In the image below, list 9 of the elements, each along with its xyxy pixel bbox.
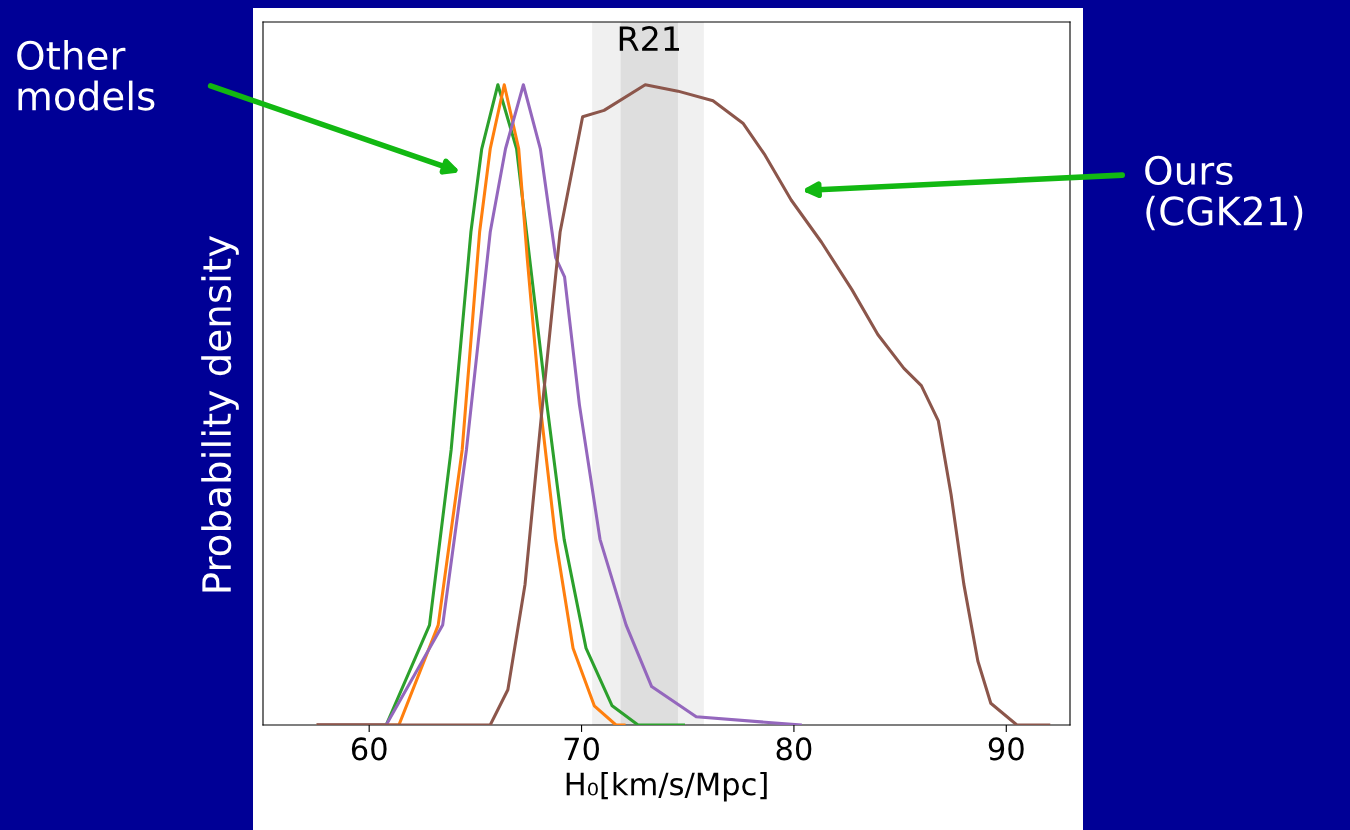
text: Other models [17,40,155,111]
x-tick-label: 90 [988,737,1024,761]
x-tick-label: 70 [564,737,599,761]
text: Ours (CGK21) [1145,155,1303,231]
x-axis-title: H₀[km/s/Mpc] [566,771,767,802]
y-axis-title: Probability density [201,235,239,592]
band-label: R21 [619,26,680,51]
x-tick-label: 80 [776,737,812,761]
x-tick-label: 60 [351,737,387,761]
